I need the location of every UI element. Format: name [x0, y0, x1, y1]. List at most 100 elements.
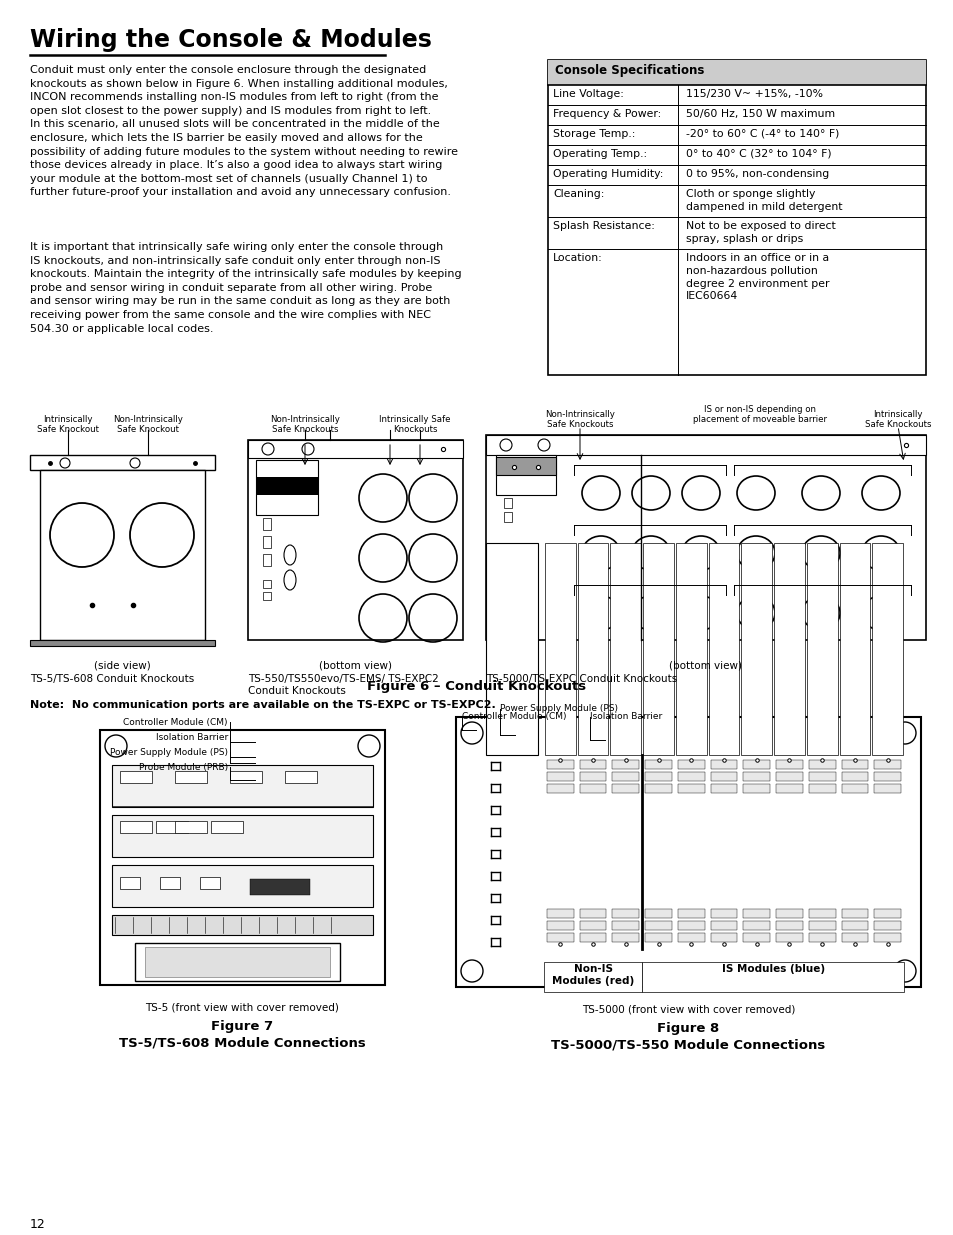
Text: Figure 7: Figure 7 — [212, 1020, 274, 1032]
Bar — [579, 760, 606, 769]
Bar — [742, 784, 769, 793]
Bar — [873, 932, 900, 942]
Text: Figure 8: Figure 8 — [657, 1023, 719, 1035]
Bar — [710, 760, 737, 769]
Bar — [873, 760, 900, 769]
Text: TS-5000/TS-550 Module Connections: TS-5000/TS-550 Module Connections — [551, 1039, 824, 1052]
Text: Controller Module (CM): Controller Module (CM) — [461, 713, 566, 721]
Bar — [710, 772, 737, 781]
Bar — [841, 772, 867, 781]
Bar — [742, 909, 769, 918]
Text: TS-5000 (front view with cover removed): TS-5000 (front view with cover removed) — [581, 1005, 795, 1015]
Bar — [808, 932, 835, 942]
Bar — [546, 772, 573, 781]
Bar — [174, 821, 207, 832]
Bar — [248, 440, 462, 640]
Bar — [145, 947, 330, 977]
Bar — [120, 771, 152, 783]
Bar — [503, 577, 512, 585]
Text: (bottom view): (bottom view) — [669, 659, 741, 671]
Bar — [230, 771, 262, 783]
Bar — [642, 543, 673, 755]
Bar — [873, 909, 900, 918]
Bar — [773, 543, 804, 755]
Bar — [612, 772, 639, 781]
Text: Non-Intrinsically
Safe Knockouts: Non-Intrinsically Safe Knockouts — [270, 415, 339, 435]
Text: Figure 6 – Conduit Knockouts: Figure 6 – Conduit Knockouts — [367, 680, 586, 693]
Text: It is important that intrinsically safe wiring only enter the console through
IS: It is important that intrinsically safe … — [30, 242, 461, 333]
Text: Cleaning:: Cleaning: — [553, 189, 604, 199]
Text: Operating Humidity:: Operating Humidity: — [553, 169, 662, 179]
Bar — [248, 440, 462, 458]
Bar — [250, 879, 310, 895]
Bar — [456, 718, 920, 987]
Bar — [839, 543, 869, 755]
Text: Probe Module (PRB): Probe Module (PRB) — [139, 763, 228, 772]
Bar — [871, 543, 902, 755]
Text: 115/230 V~ +15%, -10%: 115/230 V~ +15%, -10% — [685, 89, 822, 99]
Bar — [579, 784, 606, 793]
Bar — [485, 435, 925, 454]
Bar — [610, 543, 640, 755]
Bar — [579, 932, 606, 942]
Text: 0 to 95%, non-condensing: 0 to 95%, non-condensing — [685, 169, 828, 179]
Text: Not to be exposed to direct
spray, splash or drips: Not to be exposed to direct spray, splas… — [685, 221, 835, 243]
Bar — [873, 921, 900, 930]
Bar — [740, 543, 771, 755]
Bar — [678, 784, 704, 793]
Text: Controller Module (CM): Controller Module (CM) — [123, 718, 228, 727]
Bar — [285, 771, 316, 783]
Bar — [776, 932, 802, 942]
Bar — [263, 536, 271, 548]
Bar — [546, 909, 573, 918]
Bar — [156, 821, 188, 832]
Bar — [546, 760, 573, 769]
Bar — [546, 932, 573, 942]
Bar — [644, 760, 671, 769]
Bar — [776, 784, 802, 793]
Bar — [120, 821, 152, 832]
Text: 0° to 40° C (32° to 104° F): 0° to 40° C (32° to 104° F) — [685, 149, 831, 159]
Text: Line Voltage:: Line Voltage: — [553, 89, 623, 99]
Bar — [578, 543, 608, 755]
Text: -20° to 60° C (-4° to 140° F): -20° to 60° C (-4° to 140° F) — [685, 128, 839, 140]
Bar — [841, 932, 867, 942]
Bar — [678, 921, 704, 930]
Text: Splash Resistance:: Splash Resistance: — [553, 221, 654, 231]
Text: Location:: Location: — [553, 253, 602, 263]
Text: IS or non-IS depending on
placement of moveable barrier: IS or non-IS depending on placement of m… — [692, 405, 826, 425]
Bar — [485, 435, 925, 640]
Bar — [710, 909, 737, 918]
Bar — [644, 784, 671, 793]
Bar — [678, 909, 704, 918]
Bar — [255, 459, 317, 515]
Bar — [710, 932, 737, 942]
Bar — [112, 764, 373, 806]
Bar — [808, 784, 835, 793]
Bar — [544, 543, 575, 755]
Bar — [543, 962, 641, 992]
Bar — [644, 932, 671, 942]
Text: (side view): (side view) — [94, 659, 151, 671]
Bar — [776, 760, 802, 769]
Text: (bottom view): (bottom view) — [318, 659, 392, 671]
Bar — [644, 772, 671, 781]
Text: Intrinsically
Safe Knockouts: Intrinsically Safe Knockouts — [863, 410, 930, 430]
Bar — [678, 932, 704, 942]
Bar — [30, 640, 214, 646]
Bar — [503, 590, 512, 598]
Bar — [644, 909, 671, 918]
Bar — [112, 815, 373, 857]
Bar — [263, 592, 271, 600]
Text: 12: 12 — [30, 1218, 46, 1231]
Text: TS-5000/TS-EXPC Conduit Knockouts: TS-5000/TS-EXPC Conduit Knockouts — [485, 674, 677, 684]
Text: TS-5/TS-608 Module Connections: TS-5/TS-608 Module Connections — [119, 1037, 366, 1050]
Bar — [160, 877, 180, 889]
Bar — [612, 921, 639, 930]
Bar — [873, 784, 900, 793]
Text: Frequency & Power:: Frequency & Power: — [553, 109, 660, 119]
Bar — [174, 771, 207, 783]
Bar — [641, 962, 903, 992]
Bar — [547, 61, 925, 85]
Bar — [841, 760, 867, 769]
